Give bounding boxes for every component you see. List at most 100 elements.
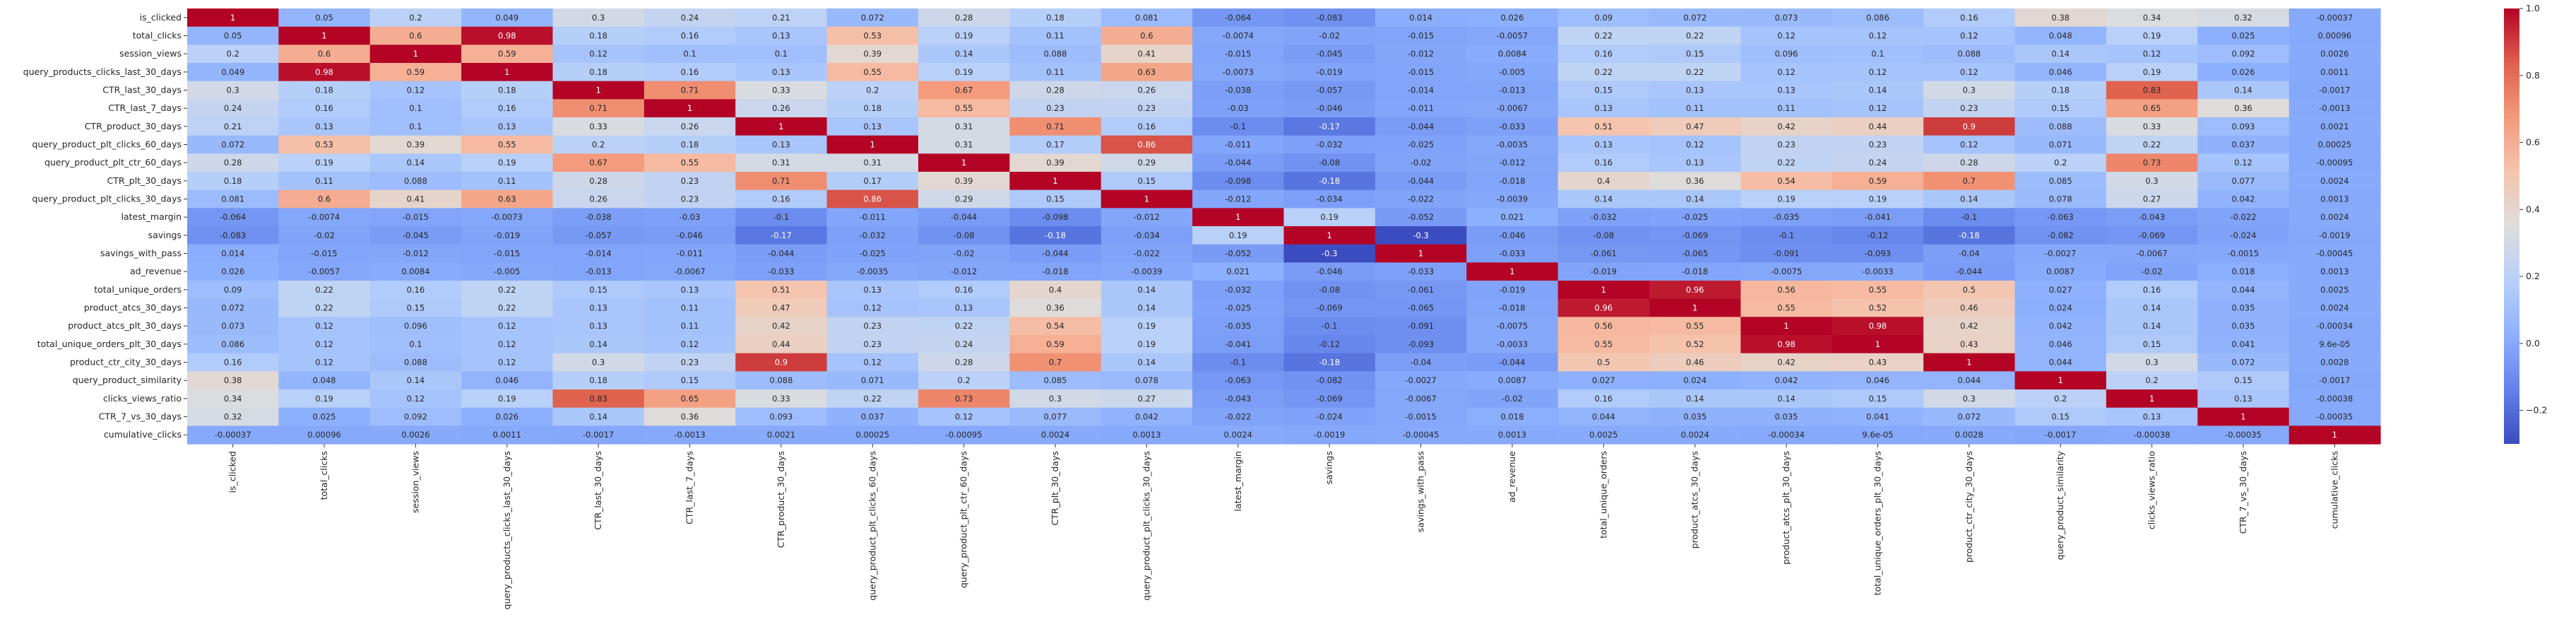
- heatmap-cell: [278, 426, 371, 445]
- heatmap-cell: [1100, 63, 1193, 82]
- cell-value-label: 0.046: [2049, 339, 2072, 349]
- cell-value-label: 1: [2149, 394, 2154, 404]
- heatmap-cell: [1375, 26, 1467, 45]
- cell-value-label: 0.0024: [2320, 176, 2349, 186]
- cell-value-label: -0.019: [494, 230, 520, 240]
- cell-value-label: -0.0073: [492, 212, 523, 222]
- cell-value-label: 0.11: [681, 303, 699, 313]
- heatmap-cell: [1375, 281, 1467, 300]
- heatmap-cell: [2106, 135, 2198, 154]
- cell-value-label: -0.052: [1408, 212, 1434, 222]
- cell-value-label: -0.0027: [1405, 375, 1436, 385]
- heatmap-cell: [1740, 389, 1833, 409]
- heatmap-cell: [552, 99, 645, 118]
- cell-value-label: 0.0013: [2320, 266, 2349, 276]
- heatmap-cell: [2106, 99, 2198, 118]
- heatmap-cell: [1649, 262, 1741, 281]
- heatmap-cell: [1832, 389, 1924, 409]
- cell-value-label: 0.026: [2231, 67, 2255, 77]
- heatmap-cell: [918, 45, 1010, 64]
- cell-value-label: 0.14: [589, 339, 607, 349]
- row-label: product_ctr_city_30_days: [70, 357, 182, 368]
- cell-value-label: -0.083: [1317, 13, 1343, 23]
- heatmap-cell: [918, 208, 1010, 227]
- heatmap-cell: [1557, 244, 1650, 263]
- heatmap-cell: [826, 63, 919, 82]
- heatmap-cell: [735, 281, 828, 300]
- heatmap-cell: [1832, 317, 1924, 336]
- cell-value-label: 0.16: [1138, 122, 1156, 131]
- heatmap-cell: [1100, 317, 1193, 336]
- cell-value-label: 0.55: [864, 67, 882, 77]
- cell-value-label: -0.041: [1865, 212, 1891, 222]
- heatmap-cell: [735, 262, 828, 281]
- heatmap-cell: [461, 407, 554, 426]
- heatmap-cell: [1832, 81, 1924, 100]
- heatmap-cell: [1100, 208, 1193, 227]
- cell-value-label: 0.092: [404, 412, 427, 422]
- heatmap-cell: [1466, 335, 1559, 354]
- heatmap-cell: [1192, 189, 1285, 209]
- cell-value-label: -0.034: [1134, 230, 1160, 240]
- cell-value-label: -0.044: [1408, 122, 1434, 131]
- heatmap-cell: [735, 244, 828, 263]
- heatmap-cell: [1923, 26, 2016, 45]
- heatmap-cell: [278, 298, 371, 317]
- cell-value-label: -0.018: [1499, 176, 1525, 186]
- heatmap-cell: [1192, 45, 1285, 64]
- cell-value-label: -0.0015: [1405, 412, 1436, 422]
- heatmap-cell: [643, 389, 736, 409]
- heatmap-cell: [369, 298, 462, 317]
- column-label: cumulative_clicks: [2329, 451, 2339, 529]
- cell-value-label: 0.22: [498, 303, 516, 313]
- cell-value-label: 0.23: [864, 339, 882, 349]
- cell-value-label: 0.13: [1595, 103, 1613, 113]
- cell-value-label: -0.034: [1317, 194, 1343, 204]
- heatmap-cell: [2014, 298, 2107, 317]
- colorbar-tick-label: 0.8: [2526, 70, 2540, 81]
- heatmap-cell: [1740, 281, 1833, 300]
- cell-value-label: 0.0013: [1498, 430, 1526, 440]
- heatmap-cell: [1923, 189, 2016, 209]
- cell-value-label: 0.12: [407, 86, 425, 95]
- heatmap-cell: [735, 426, 828, 445]
- heatmap-cell: [278, 407, 371, 426]
- heatmap-cell: [552, 81, 645, 100]
- heatmap-cell: [369, 244, 462, 263]
- cell-value-label: 0.14: [1138, 285, 1156, 295]
- cell-value-label: -0.0035: [1497, 140, 1528, 150]
- heatmap-cell: [2289, 189, 2381, 209]
- heatmap-cell: [826, 189, 919, 209]
- heatmap-cell: [1283, 8, 1376, 28]
- cell-value-label: 0.55: [1777, 303, 1796, 313]
- cell-value-label: -0.17: [1319, 122, 1340, 131]
- cell-value-label: -0.08: [1319, 158, 1340, 168]
- cell-value-label: -0.018: [1043, 266, 1069, 276]
- cell-value-label: 0.86: [1138, 140, 1156, 150]
- cell-value-label: -0.015: [1408, 67, 1434, 77]
- heatmap-cell: [1466, 45, 1559, 64]
- cell-value-label: 0.072: [221, 140, 244, 150]
- cell-value-label: 0.021: [1500, 212, 1524, 222]
- heatmap-cell: [643, 371, 736, 390]
- heatmap-cell: [369, 226, 462, 245]
- heatmap-cell: [1466, 298, 1559, 317]
- heatmap-cell: [1283, 135, 1376, 154]
- heatmap-cell: [2289, 63, 2381, 82]
- cell-value-label: 0.51: [1595, 122, 1613, 131]
- cell-value-label: 1: [230, 13, 235, 23]
- heatmap-cell: [2197, 244, 2290, 263]
- heatmap-cell: [735, 298, 828, 317]
- cell-value-label: -0.022: [1134, 249, 1160, 259]
- cell-value-label: -0.033: [1499, 122, 1525, 131]
- cell-value-label: 0.0087: [2046, 266, 2075, 276]
- cell-value-label: 0.16: [2143, 285, 2161, 295]
- heatmap-cell: [1466, 208, 1559, 227]
- cell-value-label: 0.088: [1957, 49, 1981, 59]
- cell-value-label: 0.47: [1686, 122, 1704, 131]
- heatmap-cell: [1740, 371, 1833, 390]
- row-label: query_product_plt_clicks_30_days: [32, 194, 182, 204]
- heatmap-cell: [278, 335, 371, 354]
- cell-value-label: 0.22: [955, 321, 973, 331]
- cell-value-label: -0.04: [1959, 249, 1980, 259]
